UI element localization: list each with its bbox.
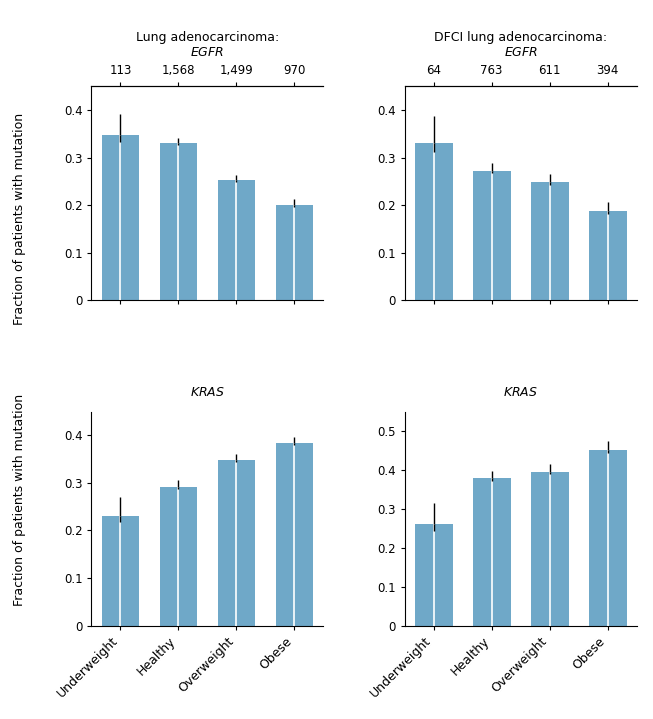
Bar	[102, 516, 139, 626]
Bar	[217, 460, 255, 626]
Bar	[415, 143, 453, 301]
Bar	[217, 180, 255, 301]
Bar	[159, 487, 197, 626]
Bar	[276, 205, 313, 301]
Bar	[159, 143, 197, 301]
Text: $\it{KRAS}$: $\it{KRAS}$	[190, 385, 225, 399]
Title: DFCI lung adenocarcinoma:
$\it{EGFR}$: DFCI lung adenocarcinoma: $\it{EGFR}$	[434, 31, 607, 59]
Bar	[531, 183, 569, 301]
Text: $\it{KRAS}$: $\it{KRAS}$	[503, 385, 538, 399]
Bar	[415, 524, 453, 626]
Bar	[531, 472, 569, 626]
Bar	[589, 211, 626, 301]
Bar	[589, 450, 626, 626]
Title: Lung adenocarcinoma:
$\it{EGFR}$: Lung adenocarcinoma: $\it{EGFR}$	[136, 31, 279, 59]
Text: Fraction of patients with mutation: Fraction of patients with mutation	[13, 113, 26, 326]
Bar	[473, 478, 511, 626]
Bar	[276, 443, 313, 626]
Text: Fraction of patients with mutation: Fraction of patients with mutation	[13, 393, 26, 606]
Bar	[473, 171, 511, 301]
Bar	[102, 135, 139, 301]
